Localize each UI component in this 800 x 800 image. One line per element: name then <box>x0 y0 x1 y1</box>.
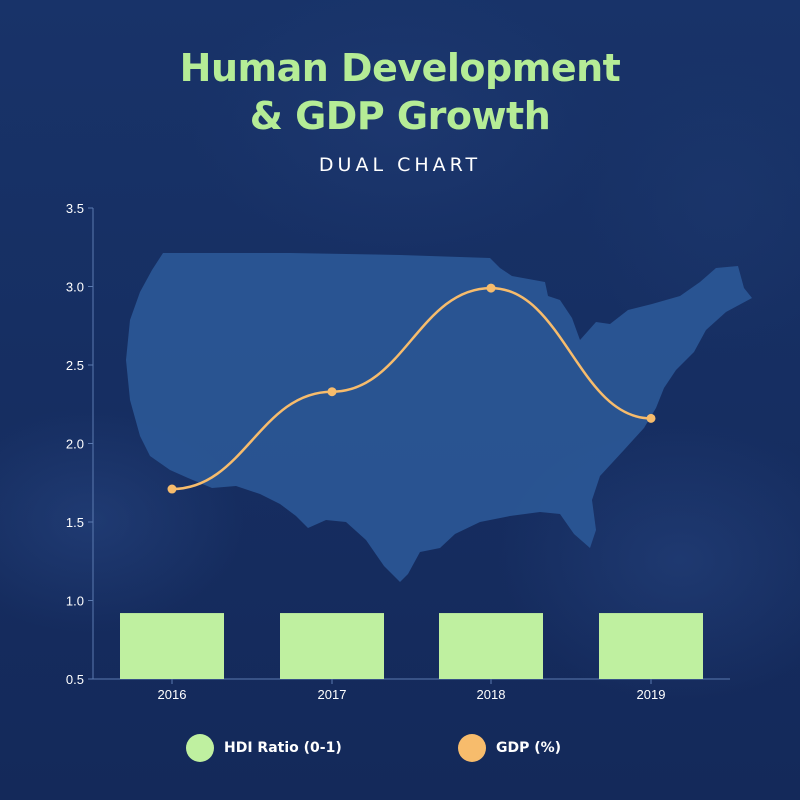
y-tick-label: 1.0 <box>66 594 84 609</box>
point-gdp <box>646 413 656 423</box>
bar-hdi <box>280 613 384 679</box>
line-gdp <box>171 286 652 491</box>
gdp-line-series <box>167 283 656 494</box>
chart-subtitle: DUAL CHART <box>318 154 482 176</box>
y-tick-label: 3.5 <box>66 201 84 216</box>
y-tick-label: 1.5 <box>66 515 84 530</box>
x-tick-label: 2018 <box>477 687 506 702</box>
point-gdp <box>327 387 337 397</box>
usa-map-silhouette <box>126 253 752 582</box>
legend-swatch-gdp <box>458 734 486 762</box>
legend-item-hdi: HDI Ratio (0-1) <box>186 734 342 762</box>
point-gdp <box>486 283 496 293</box>
bar-hdi <box>439 613 543 679</box>
y-tick-label: 2.0 <box>66 437 84 452</box>
legend-label-hdi: HDI Ratio (0-1) <box>224 740 342 756</box>
legend-item-gdp: GDP (%) <box>458 734 561 762</box>
x-tick-label: 2017 <box>318 687 347 702</box>
point-gdp <box>167 484 177 494</box>
y-tick-label: 2.5 <box>66 358 84 373</box>
x-tick-label: 2016 <box>158 687 187 702</box>
title-line-1: Human Development <box>179 46 621 90</box>
tick-labels: 0.5 1.0 1.5 2.0 2.5 3.0 3.5 2016 2017 2018 2019 <box>66 201 666 702</box>
legend-label-gdp: GDP (%) <box>496 740 562 756</box>
usa-map-shape <box>126 253 752 582</box>
bar-hdi <box>120 613 224 679</box>
y-tick-label: 0.5 <box>66 672 84 687</box>
y-tick-label: 3.0 <box>66 280 84 295</box>
hdi-bars <box>120 613 703 679</box>
x-tick-label: 2019 <box>637 687 666 702</box>
chart-title: Human Development & GDP Growth <box>0 44 800 140</box>
title-line-2: & GDP Growth <box>249 94 551 138</box>
bar-hdi <box>599 613 703 679</box>
legend-swatch-hdi <box>186 734 214 762</box>
